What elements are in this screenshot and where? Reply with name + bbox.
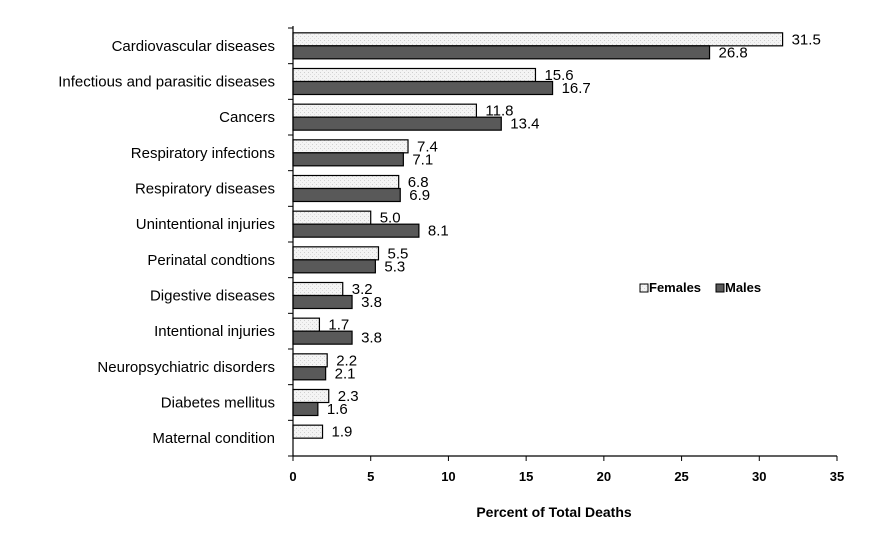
x-tick-label: 5 xyxy=(367,469,374,484)
category-label: Cancers xyxy=(219,109,275,126)
legend-label-males: Males xyxy=(725,280,761,295)
data-label-males: 5.3 xyxy=(384,258,405,275)
bar-females xyxy=(292,353,328,368)
data-label-males: 2.1 xyxy=(335,365,356,382)
bar-females xyxy=(292,32,784,47)
data-label-males: 8.1 xyxy=(428,223,449,240)
data-label-females: 5.5 xyxy=(387,245,408,262)
category-label: Perinatal condtions xyxy=(147,252,275,269)
data-label-females: 5.0 xyxy=(380,210,401,227)
bar-females xyxy=(292,388,330,404)
x-tick-label: 20 xyxy=(597,469,611,484)
category-label: Digestive diseases xyxy=(150,288,275,305)
bar-females xyxy=(292,424,324,439)
category-label: Maternal condition xyxy=(152,430,275,447)
data-label-females: 15.6 xyxy=(544,67,573,84)
bar-females xyxy=(292,210,372,225)
data-label-females: 31.5 xyxy=(792,31,821,48)
data-label-females: 2.3 xyxy=(338,388,359,405)
category-label: Neuropsychiatric disorders xyxy=(97,359,275,376)
data-label-females: 1.7 xyxy=(328,317,349,334)
category-label: Unintentional injuries xyxy=(136,216,275,233)
bar-females xyxy=(292,139,409,154)
category-label: Diabetes mellitus xyxy=(161,395,275,412)
x-tick-label: 35 xyxy=(830,469,844,484)
legend-label-females: Females xyxy=(649,280,701,295)
data-label-females: 6.8 xyxy=(408,174,429,191)
data-label-females: 11.8 xyxy=(485,103,513,120)
bar-females xyxy=(292,67,537,83)
category-label: Infectious and parasitic diseases xyxy=(58,74,275,91)
bar-males xyxy=(292,366,327,381)
legend-swatch-females xyxy=(639,283,649,293)
category-label: Intentional injuries xyxy=(154,323,275,340)
data-label-males: 7.1 xyxy=(412,151,433,168)
bar-males xyxy=(292,294,353,310)
bar-females xyxy=(292,103,478,118)
data-label-females: 1.9 xyxy=(332,424,353,441)
bars-group xyxy=(292,32,784,439)
bar-males xyxy=(292,187,401,203)
category-label: Respiratory infections xyxy=(131,145,275,162)
x-ticks: 0 5 10 15 20 25 30 35 xyxy=(289,456,844,484)
bar-females xyxy=(292,281,344,297)
value-labels: 31.5 26.8 15.616.7 11.813.4 7.47.1 6.86.9 5.0 8… xyxy=(327,31,821,440)
bar-males xyxy=(292,259,376,274)
x-axis-title: Percent of Total Deaths xyxy=(476,504,632,520)
data-label-males: 3.8 xyxy=(361,294,382,311)
x-tick-label: 30 xyxy=(752,469,766,484)
data-label-males: 13.4 xyxy=(510,116,539,133)
x-tick-label: 0 xyxy=(289,469,296,484)
bar-females xyxy=(292,317,321,332)
category-label: Respiratory diseases xyxy=(135,181,275,198)
bar-males xyxy=(292,152,404,167)
data-label-females: 7.4 xyxy=(417,138,438,155)
bar-males xyxy=(292,80,554,96)
bar-males xyxy=(292,116,502,131)
legend-swatch-males xyxy=(715,283,725,293)
data-label-females: 2.2 xyxy=(336,352,357,369)
bar-females xyxy=(292,246,380,261)
bar-males xyxy=(292,45,711,60)
data-label-males: 26.8 xyxy=(719,44,748,61)
legend: Females Males xyxy=(639,280,761,295)
x-tick-label: 25 xyxy=(674,469,688,484)
data-label-males: 16.7 xyxy=(562,80,591,97)
axes xyxy=(288,26,837,457)
category-label: Cardiovascular diseases xyxy=(112,38,275,55)
data-label-females: 3.2 xyxy=(352,281,373,298)
data-label-males: 1.6 xyxy=(327,401,348,418)
category-labels: Cardiovascular diseases Infectious and pa… xyxy=(58,38,275,447)
data-label-males: 3.8 xyxy=(361,330,382,347)
bar-males xyxy=(292,401,319,417)
bar-females xyxy=(292,174,400,190)
x-tick-label: 15 xyxy=(519,469,533,484)
data-label-males: 6.9 xyxy=(409,187,430,204)
x-tick-label: 10 xyxy=(441,469,455,484)
